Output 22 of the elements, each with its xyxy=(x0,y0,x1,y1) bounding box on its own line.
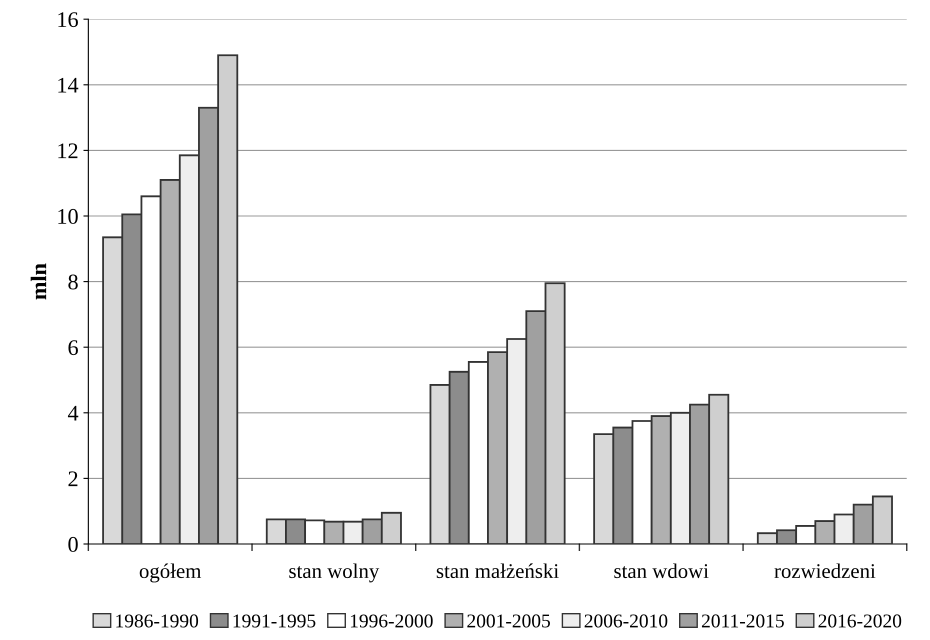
x-tick-label: rozwiedzeni xyxy=(774,563,876,578)
x-tick-label: stan wdowi xyxy=(614,563,709,578)
x-tick-label: stan małżeński xyxy=(436,563,559,578)
legend-label: 2011-2015 xyxy=(702,614,784,628)
legend-label: 1986-1990 xyxy=(116,614,198,628)
y-tick-label: 4 xyxy=(68,406,78,421)
y-tick-label: 10 xyxy=(58,208,78,224)
y-tick-label: 16 xyxy=(58,12,78,28)
y-tick-label: 2 xyxy=(68,471,78,486)
y-tick-label: 6 xyxy=(68,340,78,356)
y-tick-label: 12 xyxy=(58,143,78,158)
y-axis-title: mln xyxy=(30,263,46,300)
y-tick-label: 14 xyxy=(58,78,78,93)
legend-label: 2001-2005 xyxy=(467,614,550,628)
legend-label: 1996-2000 xyxy=(350,614,433,628)
legend-label: 1991-1995 xyxy=(234,614,316,628)
x-tick-label: stan wolny xyxy=(289,563,380,582)
y-tick-label: 0 xyxy=(68,536,78,552)
y-tick-label: 8 xyxy=(68,274,78,290)
legend-label: 2016-2020 xyxy=(818,614,902,628)
x-tick-label: ogółem xyxy=(140,563,202,582)
legend-label: 2006-2010 xyxy=(584,614,668,628)
